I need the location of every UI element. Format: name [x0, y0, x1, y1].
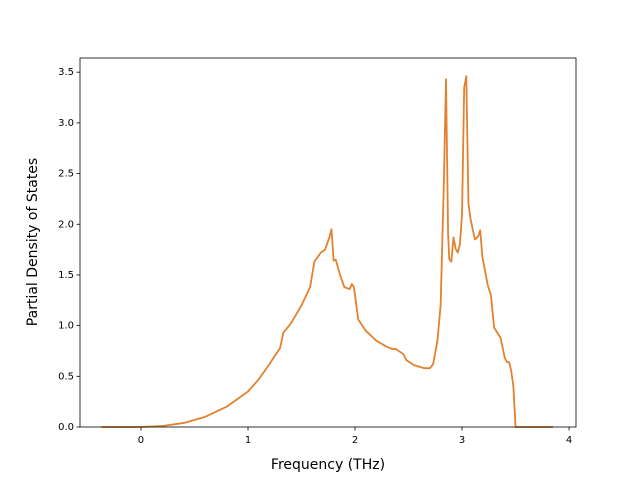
- y-tick-label: 3.5: [58, 67, 74, 78]
- x-tick-label: 2: [352, 435, 358, 446]
- y-tick-label: 2.5: [58, 169, 74, 180]
- y-tick-label: 3.0: [58, 118, 74, 129]
- x-axis-label: Frequency (THz): [271, 457, 385, 473]
- x-tick-label: 1: [245, 435, 251, 446]
- y-tick-label: 1.0: [58, 321, 74, 332]
- data-line: [101, 75, 553, 428]
- x-tick-label: 0: [138, 435, 144, 446]
- y-tick-label: 0.5: [58, 371, 74, 382]
- y-axis-label: Partial Density of States: [25, 158, 41, 326]
- y-tick-label: 2.0: [58, 219, 74, 230]
- y-tick-label: 0.0: [58, 422, 74, 433]
- plot-frame: [79, 57, 577, 428]
- x-tick-label: 3: [459, 435, 465, 446]
- x-tick-label: 4: [566, 435, 572, 446]
- y-tick-label: 1.5: [58, 270, 74, 281]
